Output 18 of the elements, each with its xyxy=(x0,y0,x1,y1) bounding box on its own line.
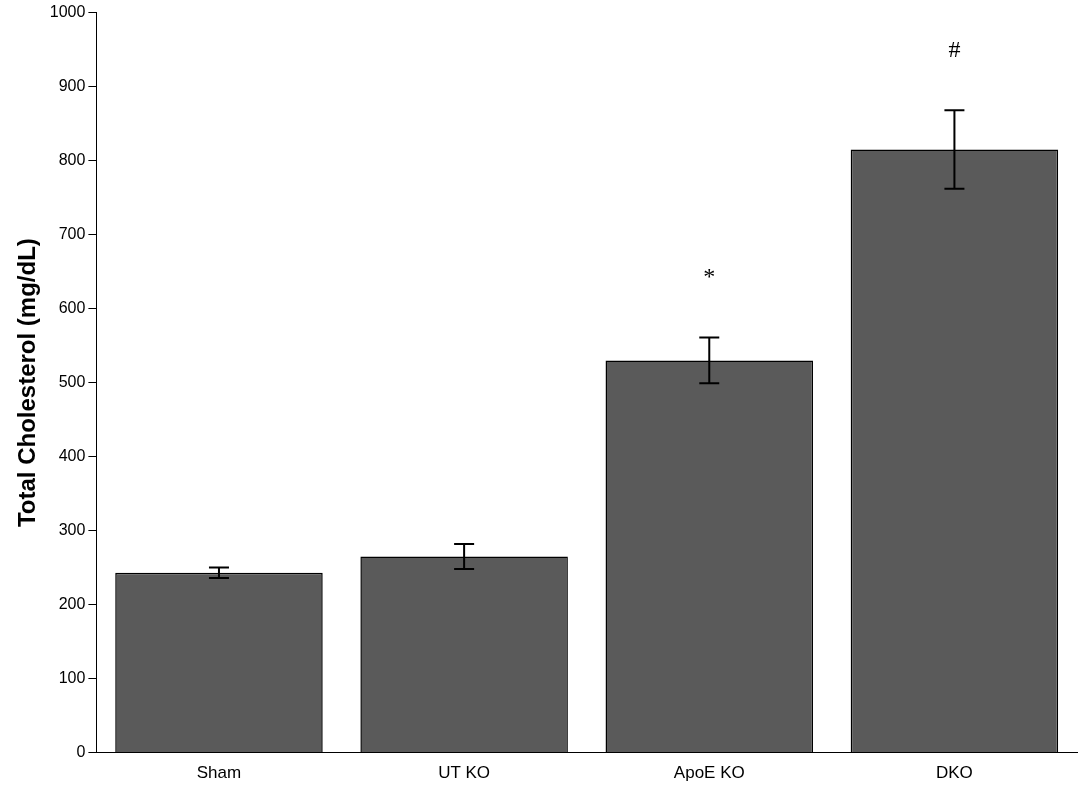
x-tick-label: DKO xyxy=(936,763,973,783)
y-tick-label: 100 xyxy=(58,669,86,687)
y-tick-label: 400 xyxy=(58,447,86,465)
y-tick-label: 800 xyxy=(58,151,86,169)
y-tick-label: 200 xyxy=(58,595,86,613)
y-tick-label: 300 xyxy=(58,521,86,539)
x-tick-label: ApoE KO xyxy=(673,763,745,783)
annotation: # xyxy=(948,35,961,62)
y-axis-title: Total Cholesterol (mg/dL) xyxy=(13,238,41,528)
y-tick-label: 0 xyxy=(76,743,86,761)
x-tick-label: UT KO xyxy=(438,763,490,783)
y-tick-label: 700 xyxy=(58,225,86,243)
x-tick-label: Sham xyxy=(196,763,242,783)
annotation: * xyxy=(703,262,716,289)
y-tick-label: 600 xyxy=(58,299,86,317)
y-tick-label: 500 xyxy=(58,373,86,391)
y-tick-label: 1000 xyxy=(49,3,86,21)
y-tick-label: 900 xyxy=(58,77,86,95)
